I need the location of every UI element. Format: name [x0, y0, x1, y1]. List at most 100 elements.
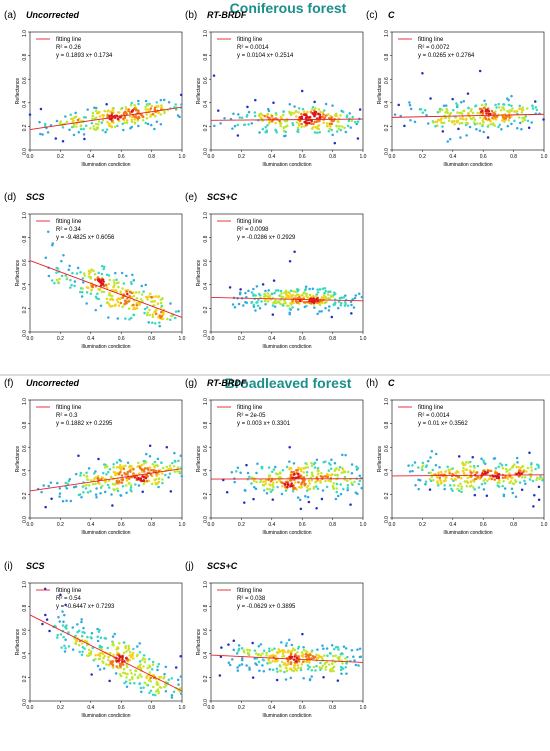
scatter-point: [55, 271, 58, 274]
scatter-point: [151, 112, 155, 116]
equation-text: y = -9.4825 x+ 0.6056: [56, 235, 115, 241]
scatter-point: [161, 478, 164, 481]
scatter-point: [119, 470, 122, 474]
equation-text: y = -0.6447 x+ 0.7293: [56, 604, 115, 610]
scatter-point: [487, 118, 491, 121]
scatter-point: [130, 110, 134, 113]
y-tick-label: 0.4: [384, 469, 390, 476]
scatter-point: [354, 491, 358, 494]
scatter-point: [89, 479, 93, 482]
y-tick-label: 0.0: [203, 699, 209, 706]
panel-j: (j) SCS+C0.00.20.40.60.81.00.0 0.2 0.4 0.6 0.…: [185, 561, 367, 719]
scatter-point: [476, 464, 480, 468]
scatter-point: [53, 281, 56, 285]
scatter-point: [348, 112, 352, 115]
x-axis-label: Illumination condiction: [81, 530, 130, 536]
scatter-point: [275, 678, 279, 682]
x-tick-label: 0.0: [389, 154, 396, 160]
scatter-point: [289, 667, 293, 670]
scatter-point: [99, 492, 102, 495]
scatter-point: [281, 652, 285, 655]
scatter-point: [283, 483, 287, 486]
scatter-point: [102, 280, 105, 283]
scatter-point: [128, 658, 132, 662]
scatter-point: [305, 650, 309, 654]
scatter-point: [66, 482, 70, 486]
scatter-point: [327, 462, 331, 465]
scatter-point: [491, 116, 494, 120]
scatter-point: [335, 487, 338, 490]
scatter-point: [484, 117, 488, 121]
scatter-point: [112, 279, 116, 282]
scatter-point: [540, 477, 544, 480]
scatter-point: [300, 116, 304, 120]
scatter-point: [484, 104, 487, 107]
scatter-point: [353, 296, 357, 300]
scatter-point: [267, 289, 270, 292]
scatter-point: [321, 489, 325, 492]
scatter-point: [243, 651, 246, 654]
scatter-point: [292, 470, 296, 474]
panel-method: SCS: [26, 192, 45, 202]
scatter-point: [531, 104, 534, 108]
scatter-point: [266, 487, 269, 490]
scatter-point: [474, 105, 477, 108]
scatter-point: [38, 120, 41, 124]
scatter-point: [118, 642, 121, 645]
scatter-point: [494, 103, 497, 107]
scatter-point: [308, 482, 312, 485]
scatter-point: [180, 103, 183, 106]
scatter-point: [51, 242, 55, 245]
scatter-point: [286, 483, 290, 487]
scatter-point: [271, 498, 275, 501]
scatter-point: [180, 465, 183, 469]
scatter-point: [457, 484, 460, 488]
scatter-point: [502, 493, 506, 496]
scatter-point: [468, 125, 472, 129]
scatter-point: [259, 643, 263, 646]
scatter-point: [346, 655, 349, 659]
scatter-point: [255, 480, 258, 484]
scatter-point: [288, 259, 292, 263]
scatter-point: [272, 486, 275, 489]
scatter-point: [119, 301, 123, 305]
scatter-point: [535, 478, 538, 482]
y-tick-label: 0.6: [203, 445, 209, 452]
scatter-point: [145, 683, 148, 686]
scatter-point: [219, 655, 223, 658]
scatter-point: [465, 468, 469, 471]
scatter-point: [305, 293, 308, 296]
scatter-point: [268, 661, 271, 664]
scatter-point: [116, 124, 119, 128]
scatter-point: [460, 121, 464, 125]
scatter-point: [81, 630, 84, 634]
scatter-point: [473, 493, 477, 497]
scatter-point: [411, 464, 414, 467]
scatter-point: [89, 270, 92, 274]
scatter-point: [134, 483, 137, 486]
scatter-point: [237, 113, 240, 116]
scatter-point: [127, 482, 131, 485]
fitting-line: [210, 296, 364, 302]
scatter-point: [462, 466, 465, 470]
scatter-point: [105, 286, 109, 290]
scatter-point: [323, 301, 327, 304]
scatter-point: [119, 463, 122, 467]
scatter-point: [169, 467, 173, 470]
scatter-point: [534, 467, 537, 471]
scatter-point: [457, 475, 460, 479]
scatter-point: [132, 306, 136, 309]
scatter-point: [290, 643, 294, 647]
scatter-point: [247, 289, 250, 293]
scatter-point: [129, 669, 132, 672]
scatter-point: [284, 485, 287, 489]
scatter-point: [258, 669, 261, 672]
scatter-point: [276, 670, 279, 673]
scatter-point: [92, 125, 95, 128]
scatter-point: [243, 501, 246, 504]
scatter-point: [140, 470, 144, 474]
x-tick-label: 0.4: [268, 154, 275, 160]
scatter-point: [272, 101, 275, 104]
scatter-point: [440, 481, 443, 485]
scatter-point: [89, 275, 92, 279]
